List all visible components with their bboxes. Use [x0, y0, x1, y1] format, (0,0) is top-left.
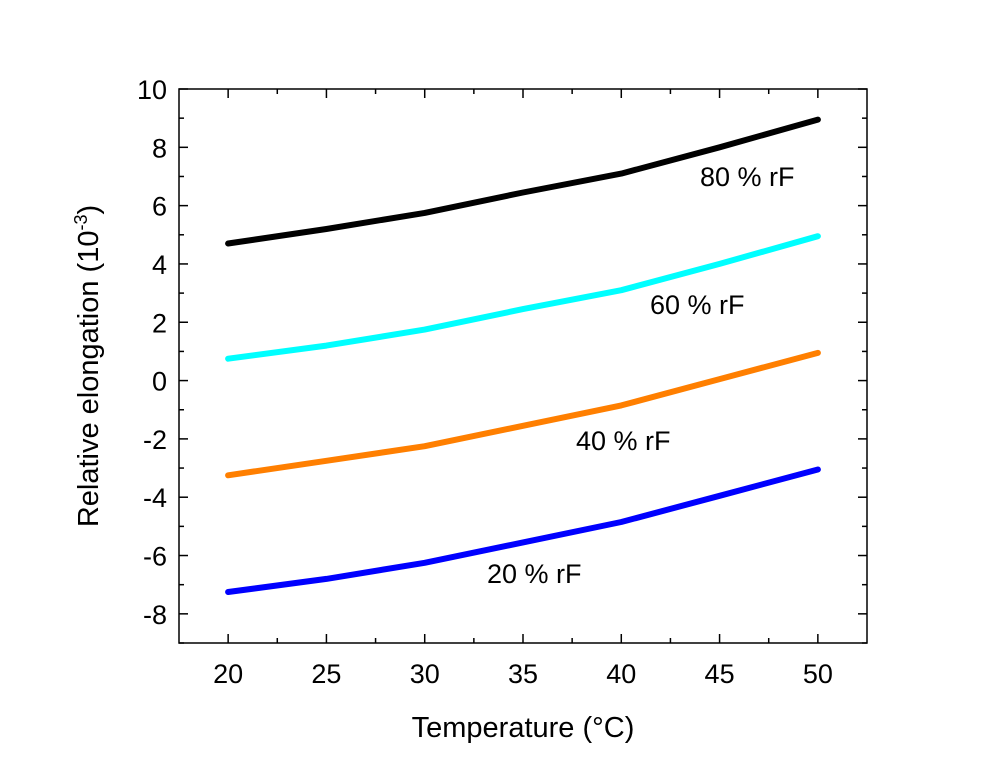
x-tick-label: 45: [705, 659, 735, 689]
series-labels: 80 % rF 60 % rF 40 % rF 20 % rF: [487, 162, 795, 589]
y-tick-label: 6: [152, 192, 167, 222]
y-tick-label: 0: [152, 367, 167, 397]
x-axis: 20 25 30 35 40 45 50: [213, 89, 833, 689]
y-tick-label: -2: [143, 425, 167, 455]
x-tick-label: 30: [410, 659, 440, 689]
x-tick-label: 50: [803, 659, 833, 689]
series-label-20: 20 % rF: [487, 559, 582, 589]
x-axis-title: Temperature (°C): [412, 712, 635, 744]
y-tick-label: -6: [143, 542, 167, 572]
series-label-60: 60 % rF: [650, 290, 745, 320]
y-axis-title-close: ): [73, 205, 105, 215]
series-line-1: [225, 233, 821, 362]
x-tick-label: 20: [213, 659, 243, 689]
series-line-0: [225, 116, 821, 247]
y-axis-title: Relative elongation (10-3): [71, 205, 105, 527]
y-tick-label: 10: [137, 75, 167, 105]
y-axis: -8 -6 -4 -2 0 2 4 6 8 10: [137, 75, 867, 644]
x-tick-label: 40: [606, 659, 636, 689]
y-tick-label: 2: [152, 308, 167, 338]
y-tick-label: -8: [143, 600, 167, 630]
series-layer: [225, 116, 821, 595]
series-label-40: 40 % rF: [576, 426, 671, 456]
y-axis-title-text: Relative elongation (10: [73, 231, 105, 528]
x-tick-label: 35: [508, 659, 538, 689]
y-tick-label: 8: [152, 133, 167, 163]
series-line-3: [225, 466, 821, 595]
y-tick-label: 4: [152, 250, 167, 280]
series-line-2: [225, 349, 821, 479]
x-tick-label: 25: [311, 659, 341, 689]
y-axis-title-exponent: -3: [71, 215, 91, 231]
y-tick-label: -4: [143, 483, 167, 513]
series-label-80: 80 % rF: [700, 162, 795, 192]
